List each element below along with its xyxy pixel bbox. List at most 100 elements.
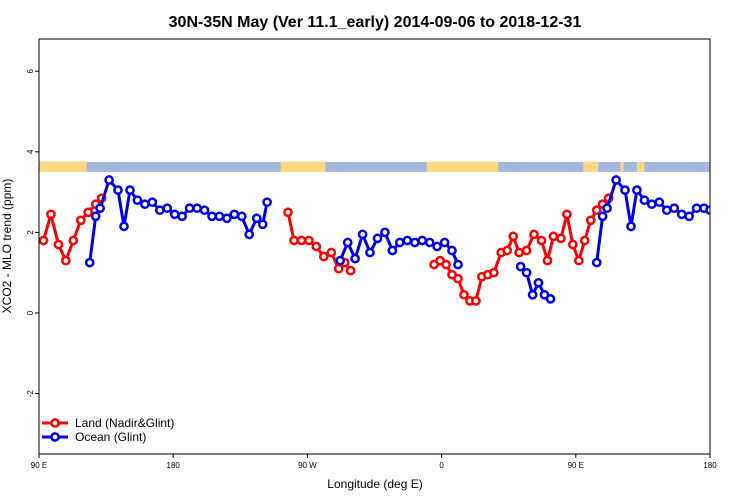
land-band (426, 161, 499, 172)
land-band (636, 161, 645, 172)
land-point (46, 209, 56, 220)
legend-marker (50, 418, 60, 428)
ocean-point (533, 277, 544, 288)
land-point (567, 239, 578, 250)
ocean-point (632, 185, 642, 195)
ocean-point (132, 195, 143, 206)
land-point (75, 215, 86, 226)
ocean-point (244, 229, 255, 240)
land-point (579, 235, 590, 246)
land-point (283, 207, 293, 218)
ocean-point (669, 203, 680, 214)
land-point (60, 255, 71, 266)
plot-frame (38, 38, 711, 455)
ocean-band (39, 161, 710, 172)
ocean-point (602, 203, 612, 214)
ocean-point (387, 245, 398, 256)
land-band (39, 161, 87, 172)
ocean-point (515, 261, 526, 272)
land-point (333, 263, 344, 274)
land-point (318, 251, 329, 262)
land-point (502, 245, 513, 256)
land-point (453, 273, 463, 284)
land-point (591, 205, 602, 216)
land-point (562, 209, 572, 220)
land-point (345, 265, 356, 276)
x-tick-label: 90 E (31, 461, 47, 470)
ocean-point (402, 235, 413, 246)
ocean-point (222, 213, 232, 224)
y-axis-label: XCO2 - MLO trend (ppm) (0, 179, 14, 314)
land-point (304, 235, 314, 246)
land-point (441, 259, 451, 270)
x-axis-label: Longitude (deg E) (327, 477, 422, 491)
legend: Land (Nadir&Glint)Ocean (Glint) (42, 416, 174, 444)
land-point (536, 235, 547, 246)
land-point (548, 231, 559, 242)
ocean-point (654, 197, 665, 208)
x-tick-label: 180 (703, 461, 717, 470)
ocean-point (140, 199, 150, 210)
ocean-point (125, 185, 135, 195)
land-point (556, 233, 566, 244)
ocean-point (113, 185, 123, 195)
ocean-point (646, 199, 657, 210)
ocean-point (365, 247, 375, 258)
ocean-point (521, 267, 532, 278)
x-tick-label: 90 W (298, 461, 317, 470)
land-point (459, 289, 469, 300)
land-ocean-mask (39, 161, 710, 172)
x-tick-label: 180 (167, 461, 181, 470)
land-point (521, 245, 532, 256)
ocean-point (251, 213, 262, 224)
series-layer (39, 175, 710, 306)
ocean-point (439, 237, 450, 248)
y-axis: -2 0 2 4 6 (26, 68, 39, 397)
land-band (620, 161, 624, 172)
ocean-point (409, 237, 420, 248)
ocean-point (104, 175, 114, 185)
ocean-point (262, 197, 272, 208)
y-tick-label: 6 (26, 68, 35, 73)
ocean-point (214, 211, 225, 222)
ocean-point (691, 203, 702, 214)
ocean-series-line (595, 178, 710, 263)
ocean-point (119, 221, 129, 232)
ocean-point (527, 289, 538, 300)
land-point (311, 241, 322, 252)
legend-marker (50, 432, 60, 442)
land-point (289, 235, 299, 246)
land-point (68, 235, 79, 246)
land-point (585, 215, 596, 226)
land-point (39, 235, 49, 246)
land-point (542, 255, 553, 266)
y-tick-label: -2 (26, 389, 35, 397)
ocean-point (236, 211, 247, 222)
ocean-point (169, 209, 180, 220)
land-point (296, 235, 307, 246)
ocean-point (380, 227, 390, 238)
land-point (53, 239, 64, 250)
ocean-point (661, 205, 672, 216)
ocean-point (597, 211, 608, 222)
y-tick-label: 2 (26, 230, 35, 235)
ocean-point (453, 259, 463, 270)
land-band (280, 161, 326, 172)
land-point (508, 231, 519, 242)
ocean-point (639, 195, 650, 206)
ocean-point (207, 211, 217, 222)
ocean-point (424, 237, 435, 248)
ocean-point (95, 203, 105, 214)
x-tick-label: 90 E (568, 461, 584, 470)
land-point (514, 247, 524, 258)
ocean-point (611, 175, 621, 185)
ocean-point (162, 203, 173, 214)
ocean-point (229, 209, 240, 220)
chart-title: 30N-35N May (Ver 11.1_early) 2014-09-06 … (169, 14, 582, 31)
legend-label: Land (Nadir&Glint) (75, 416, 174, 430)
land-band (583, 161, 599, 172)
land-point (471, 296, 481, 306)
ocean-point (357, 229, 368, 240)
y-tick-label: 4 (26, 149, 35, 154)
